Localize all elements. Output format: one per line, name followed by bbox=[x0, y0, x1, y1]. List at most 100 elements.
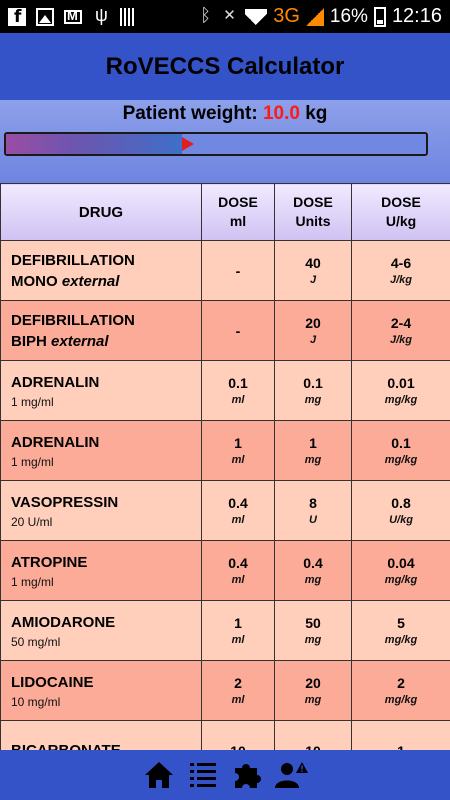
header-dose-units-line1: DOSE bbox=[293, 194, 333, 210]
table-row[interactable]: AMIODARONE 50 mg/ml 1 ml 50 mg 5 mg/kg bbox=[0, 600, 450, 661]
dose-units-cell-value: 20 bbox=[305, 674, 321, 691]
drug-concentration: 1 mg/ml bbox=[11, 575, 54, 589]
dose-units-cell-value: 10 bbox=[275, 742, 351, 751]
dose-ml-cell-value: 10 bbox=[202, 742, 274, 751]
facebook-icon bbox=[8, 7, 26, 27]
dose-ml-cell-value: 0.1 bbox=[228, 374, 248, 391]
dose-units-cell-unit: mg bbox=[304, 573, 322, 586]
drug-name-line1: BICARBONATE bbox=[11, 742, 121, 750]
dose-units-cell: 0.1 mg bbox=[274, 360, 352, 421]
list-button[interactable] bbox=[185, 755, 221, 795]
dose-units-cell-value: 1 bbox=[309, 434, 317, 451]
drug-name: AMIODARONE bbox=[11, 612, 201, 633]
table-row[interactable]: ADRENALIN 1 mg/ml 1 ml 1 mg 0.1 mg/kg bbox=[0, 420, 450, 481]
battery-level: 16% bbox=[329, 5, 368, 27]
dose-ukg-cell: 2 mg/kg bbox=[351, 660, 450, 721]
weight-slider-thumb[interactable] bbox=[182, 137, 195, 151]
dose-units-cell-unit: mg bbox=[304, 693, 322, 706]
home-icon bbox=[145, 762, 173, 788]
dose-ukg-cell-value: 4-6 bbox=[390, 254, 412, 271]
home-button[interactable] bbox=[141, 755, 177, 795]
dose-ml-cell-value: 2 bbox=[234, 674, 242, 691]
dose-units-cell: 10 bbox=[274, 720, 352, 751]
dose-units-cell: 1 mg bbox=[274, 420, 352, 481]
dose-ml-cell-unit: ml bbox=[231, 453, 245, 466]
table-row[interactable]: VASOPRESSIN 20 U/ml 0.4 ml 8 U 0.8 U/kg bbox=[0, 480, 450, 541]
bottom-toolbar bbox=[0, 750, 450, 800]
dose-ukg-cell-value: 2 bbox=[397, 674, 405, 691]
dose-ml-cell: - bbox=[201, 300, 275, 361]
dose-ukg-cell-unit: J/kg bbox=[389, 333, 412, 346]
drug-concentration: 50 mg/ml bbox=[11, 635, 61, 649]
dose-units-cell: 20 J bbox=[274, 300, 352, 361]
header-dose-ml: DOSE ml bbox=[201, 183, 275, 241]
dose-units-cell-value: 0.4 bbox=[303, 554, 323, 571]
drug-cell: BICARBONATE bbox=[0, 720, 202, 750]
drug-name-line1: LIDOCAINE bbox=[11, 674, 94, 691]
dose-units-cell: 20 mg bbox=[274, 660, 352, 721]
drug-name: BICARBONATE bbox=[11, 740, 201, 750]
dose-units-cell-value: 8 bbox=[309, 494, 317, 511]
weight-slider[interactable] bbox=[4, 132, 428, 156]
system-icons: 3G 16% 12:16 bbox=[197, 5, 450, 28]
header-dose-ukg-line2: U/kg bbox=[385, 213, 417, 229]
dose-ukg-cell-value: 0.04 bbox=[387, 554, 415, 571]
drug-name-line1: ATROPINE bbox=[11, 554, 88, 571]
dose-table: DRUG DOSE ml DOSE Units DOSE U/kg DEFIBRILL… bbox=[0, 183, 450, 750]
weight-panel: Patient weight: 10.0 kg bbox=[0, 100, 450, 183]
weight-unit: kg bbox=[305, 103, 328, 124]
dose-ml-cell-value: 1 bbox=[234, 434, 242, 451]
usb-icon bbox=[92, 5, 110, 26]
drug-name: LIDOCAINE bbox=[11, 672, 201, 693]
table-row[interactable]: DEFIBRILLATION BIPH external - 20 J 2-4 J/kg bbox=[0, 300, 450, 361]
dose-ml-cell-value: - bbox=[235, 262, 241, 279]
wifi-icon bbox=[245, 8, 268, 25]
drug-route: external bbox=[51, 332, 109, 350]
gmail-icon bbox=[64, 8, 82, 24]
notification-icons bbox=[0, 5, 134, 27]
bluetooth-icon bbox=[197, 5, 215, 26]
dose-ml-cell-unit: ml bbox=[231, 633, 245, 646]
dose-ml-cell: 1 ml bbox=[201, 600, 275, 661]
plugins-button[interactable] bbox=[229, 755, 265, 795]
dose-units-cell: 0.4 mg bbox=[274, 540, 352, 601]
header-dose-units: DOSE Units bbox=[274, 183, 352, 241]
dose-ukg-cell-unit: J/kg bbox=[389, 273, 412, 286]
drug-cell: DEFIBRILLATION MONO external bbox=[0, 240, 202, 301]
drug-cell: AMIODARONE 50 mg/ml bbox=[0, 600, 202, 661]
weight-label: Patient weight: bbox=[122, 103, 258, 124]
user-alert-button[interactable] bbox=[273, 755, 309, 795]
dose-ml-cell-value: - bbox=[235, 322, 241, 339]
dose-ukg-cell-unit: mg/kg bbox=[384, 453, 418, 466]
dose-ukg-cell: 0.1 mg/kg bbox=[351, 420, 450, 481]
table-row[interactable]: ADRENALIN 1 mg/ml 0.1 ml 0.1 mg 0.01 mg/kg bbox=[0, 360, 450, 421]
dose-ukg-cell-value: 1 bbox=[352, 742, 450, 751]
header-dose-units-line2: Units bbox=[295, 213, 331, 229]
dose-ukg-cell: 1 bbox=[351, 720, 450, 751]
dose-ml-cell-unit: ml bbox=[231, 573, 245, 586]
dose-ml-cell-value: 0.4 bbox=[228, 554, 248, 571]
dose-ukg-cell-unit: mg/kg bbox=[384, 393, 418, 406]
signal-icon bbox=[305, 7, 324, 26]
dose-ukg-cell-value: 0.8 bbox=[391, 494, 411, 511]
header-drug: DRUG bbox=[0, 183, 202, 241]
dose-units-cell: 40 J bbox=[274, 240, 352, 301]
drug-cell: ADRENALIN 1 mg/ml bbox=[0, 360, 202, 421]
table-row[interactable]: DEFIBRILLATION MONO external - 40 J 4-6 J/kg bbox=[0, 240, 450, 301]
drug-name-line2: MONO bbox=[11, 272, 62, 290]
table-row[interactable]: LIDOCAINE 10 mg/ml 2 ml 20 mg 2 mg/kg bbox=[0, 660, 450, 721]
dose-ukg-cell: 0.04 mg/kg bbox=[351, 540, 450, 601]
clock: 12:16 bbox=[391, 5, 442, 27]
dose-table-container[interactable]: DRUG DOSE ml DOSE Units DOSE U/kg DEFIBRILL… bbox=[0, 183, 450, 750]
drug-name: VASOPRESSIN bbox=[11, 492, 201, 513]
dose-units-cell-value: 20 bbox=[305, 314, 321, 331]
image-icon bbox=[36, 7, 54, 26]
drug-cell: VASOPRESSIN 20 U/ml bbox=[0, 480, 202, 541]
dose-ml-cell: - bbox=[201, 240, 275, 301]
table-row[interactable]: BICARBONATE10101 bbox=[0, 720, 450, 751]
drug-name-line1: VASOPRESSIN bbox=[11, 494, 119, 511]
table-row[interactable]: ATROPINE 1 mg/ml 0.4 ml 0.4 mg 0.04 mg/kg bbox=[0, 540, 450, 601]
dose-ukg-cell-value: 2-4 bbox=[390, 314, 412, 331]
user-alert-icon bbox=[275, 762, 308, 788]
dose-ukg-cell-value: 0.01 bbox=[387, 374, 415, 391]
